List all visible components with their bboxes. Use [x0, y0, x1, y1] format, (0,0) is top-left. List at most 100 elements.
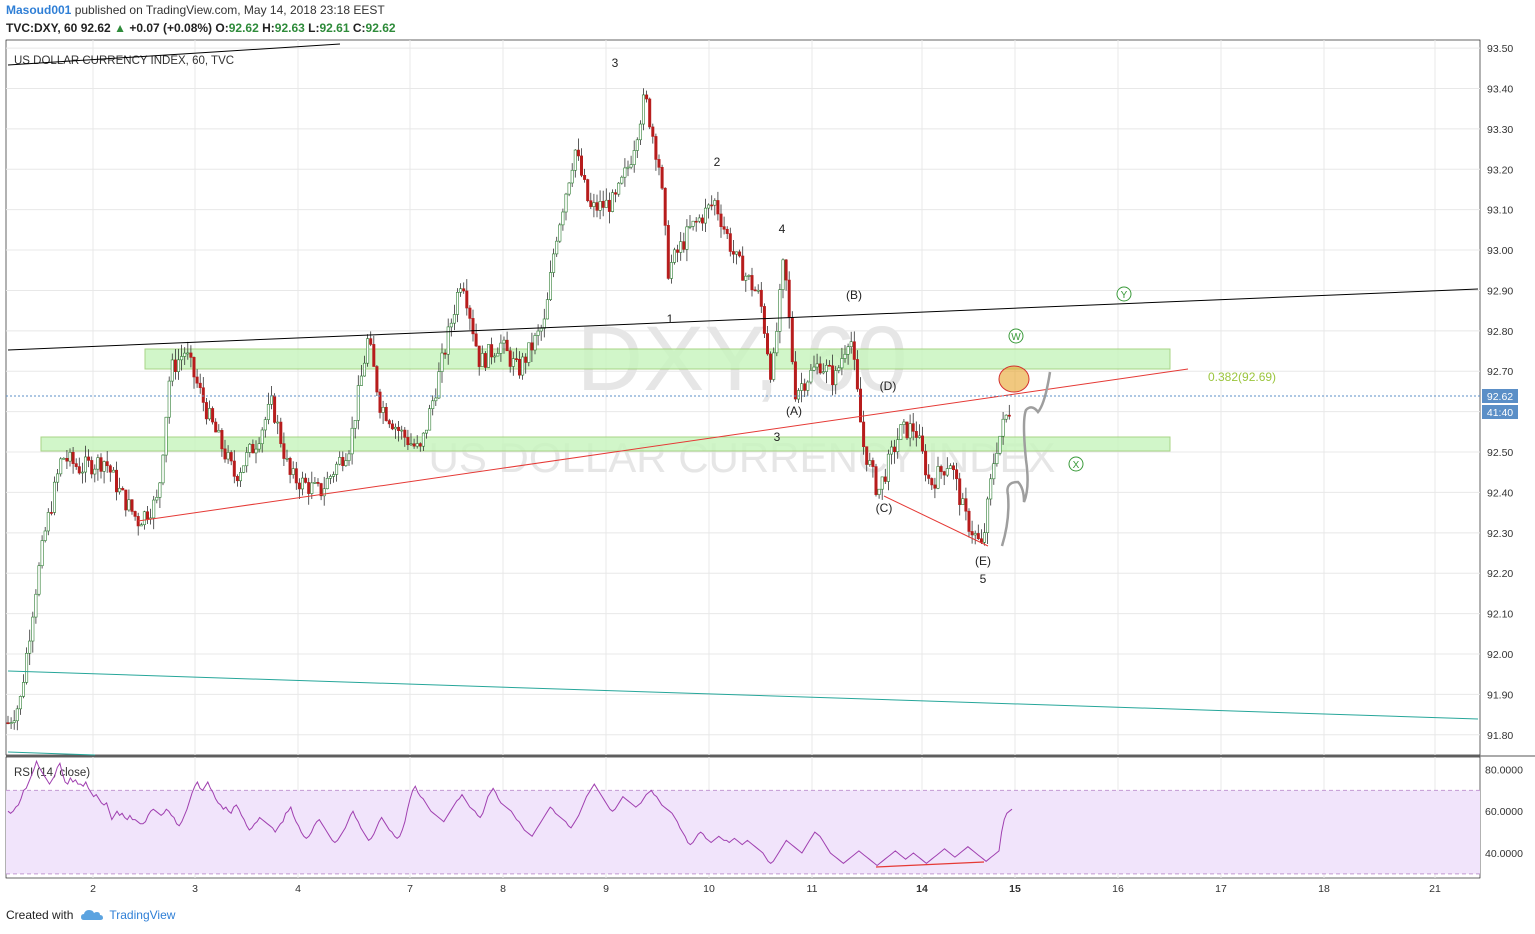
candle-body	[124, 489, 128, 511]
candle-body	[672, 249, 676, 263]
candle-body	[964, 498, 968, 512]
last-price-tag-label: 92.62	[1487, 391, 1513, 403]
x-tick-label: 14	[916, 883, 928, 895]
candle-body	[167, 380, 171, 418]
candle-body	[998, 435, 1002, 454]
candle-body	[359, 375, 363, 386]
candle-body	[790, 317, 794, 363]
price-tick-label: 92.20	[1487, 568, 1513, 580]
candle-body	[908, 423, 912, 439]
candle-body	[226, 452, 230, 460]
x-tick-label: 4	[295, 883, 301, 895]
candle-body	[239, 472, 243, 482]
candle-body	[573, 149, 577, 171]
publish-text: published on TradingView.com, May 14, 20…	[74, 3, 385, 17]
candle-body	[849, 341, 853, 348]
candle-body	[846, 346, 850, 355]
candle-body	[208, 408, 212, 420]
candle-body	[152, 499, 156, 519]
candle-body	[115, 469, 119, 493]
candle-body	[319, 483, 323, 497]
candle-body	[831, 365, 835, 386]
rsi-tick-label: 60.0000	[1485, 806, 1523, 818]
candle-body	[778, 289, 782, 332]
candle-body	[99, 457, 103, 472]
price-tick-label: 92.50	[1487, 447, 1513, 459]
x-tick-label: 2	[90, 883, 96, 895]
candle-body	[703, 207, 707, 224]
candle-body	[682, 241, 686, 250]
candle-body	[251, 443, 255, 454]
candle-body	[74, 463, 78, 467]
candle-body	[902, 421, 906, 425]
candle-body	[1004, 414, 1008, 420]
candle-body	[59, 458, 63, 475]
candle-body	[403, 429, 407, 438]
candle-body	[731, 251, 735, 255]
x-tick-label: 10	[703, 883, 715, 895]
candle-body	[595, 202, 599, 211]
candle-body	[685, 226, 689, 250]
x-tick-label: 18	[1318, 883, 1330, 895]
candle-body	[567, 182, 571, 195]
candle-body	[146, 511, 150, 520]
candle-body	[155, 497, 159, 501]
author-link[interactable]: Masoud001	[6, 3, 72, 17]
candle-body	[127, 499, 131, 511]
candle-body	[614, 192, 618, 195]
rsi-title: RSI (14, close)	[14, 767, 90, 779]
candle-body	[694, 220, 698, 223]
candle-body	[775, 331, 779, 354]
candle-body	[827, 364, 831, 367]
candle-body	[576, 149, 580, 157]
candle-body	[936, 466, 940, 489]
candle-body	[43, 530, 47, 541]
candle-body	[589, 200, 593, 207]
candle-body	[610, 192, 614, 212]
candle-body	[843, 353, 847, 359]
candle-body	[434, 397, 438, 402]
candle-body	[583, 174, 587, 180]
candle-body	[784, 259, 788, 281]
candle-body	[173, 359, 177, 372]
candle-body	[750, 275, 754, 291]
candle-body	[880, 476, 884, 490]
candle-body	[837, 367, 841, 371]
candle-body	[883, 476, 887, 482]
candle-body	[877, 488, 881, 495]
candle-body	[412, 443, 416, 447]
candle-body	[133, 511, 137, 517]
candle-body	[25, 652, 29, 683]
candle-body	[449, 322, 453, 328]
candle-body	[669, 262, 673, 279]
candle-body	[198, 382, 202, 389]
candle-body	[772, 352, 776, 380]
candle-body	[961, 498, 965, 505]
candle-body	[322, 488, 326, 497]
candle-body	[84, 456, 88, 473]
candle-body	[976, 533, 980, 539]
candle-body	[273, 395, 277, 423]
close-value: 92.62	[365, 21, 396, 35]
teal-trendline	[7, 670, 1479, 720]
candle-body	[762, 306, 766, 334]
candle-body	[793, 361, 797, 400]
candle-body	[899, 424, 903, 440]
price-tick-label: 92.00	[1487, 649, 1513, 661]
candle-body	[455, 292, 459, 315]
candle-body	[896, 439, 900, 453]
x-tick-label: 15	[1009, 883, 1021, 895]
candle-body	[626, 166, 630, 169]
x-tick-label: 7	[407, 883, 413, 895]
candle-body	[49, 512, 53, 514]
tradingview-cloud-icon	[81, 910, 104, 920]
candle-body	[372, 344, 376, 367]
price-tick-label: 91.90	[1487, 689, 1513, 701]
candle-body	[229, 452, 233, 462]
tradingview-link[interactable]: TradingView	[109, 908, 176, 922]
candle-body	[806, 381, 810, 391]
low-value: 92.61	[319, 21, 350, 35]
candle-body	[815, 363, 819, 368]
candle-body	[818, 363, 822, 374]
